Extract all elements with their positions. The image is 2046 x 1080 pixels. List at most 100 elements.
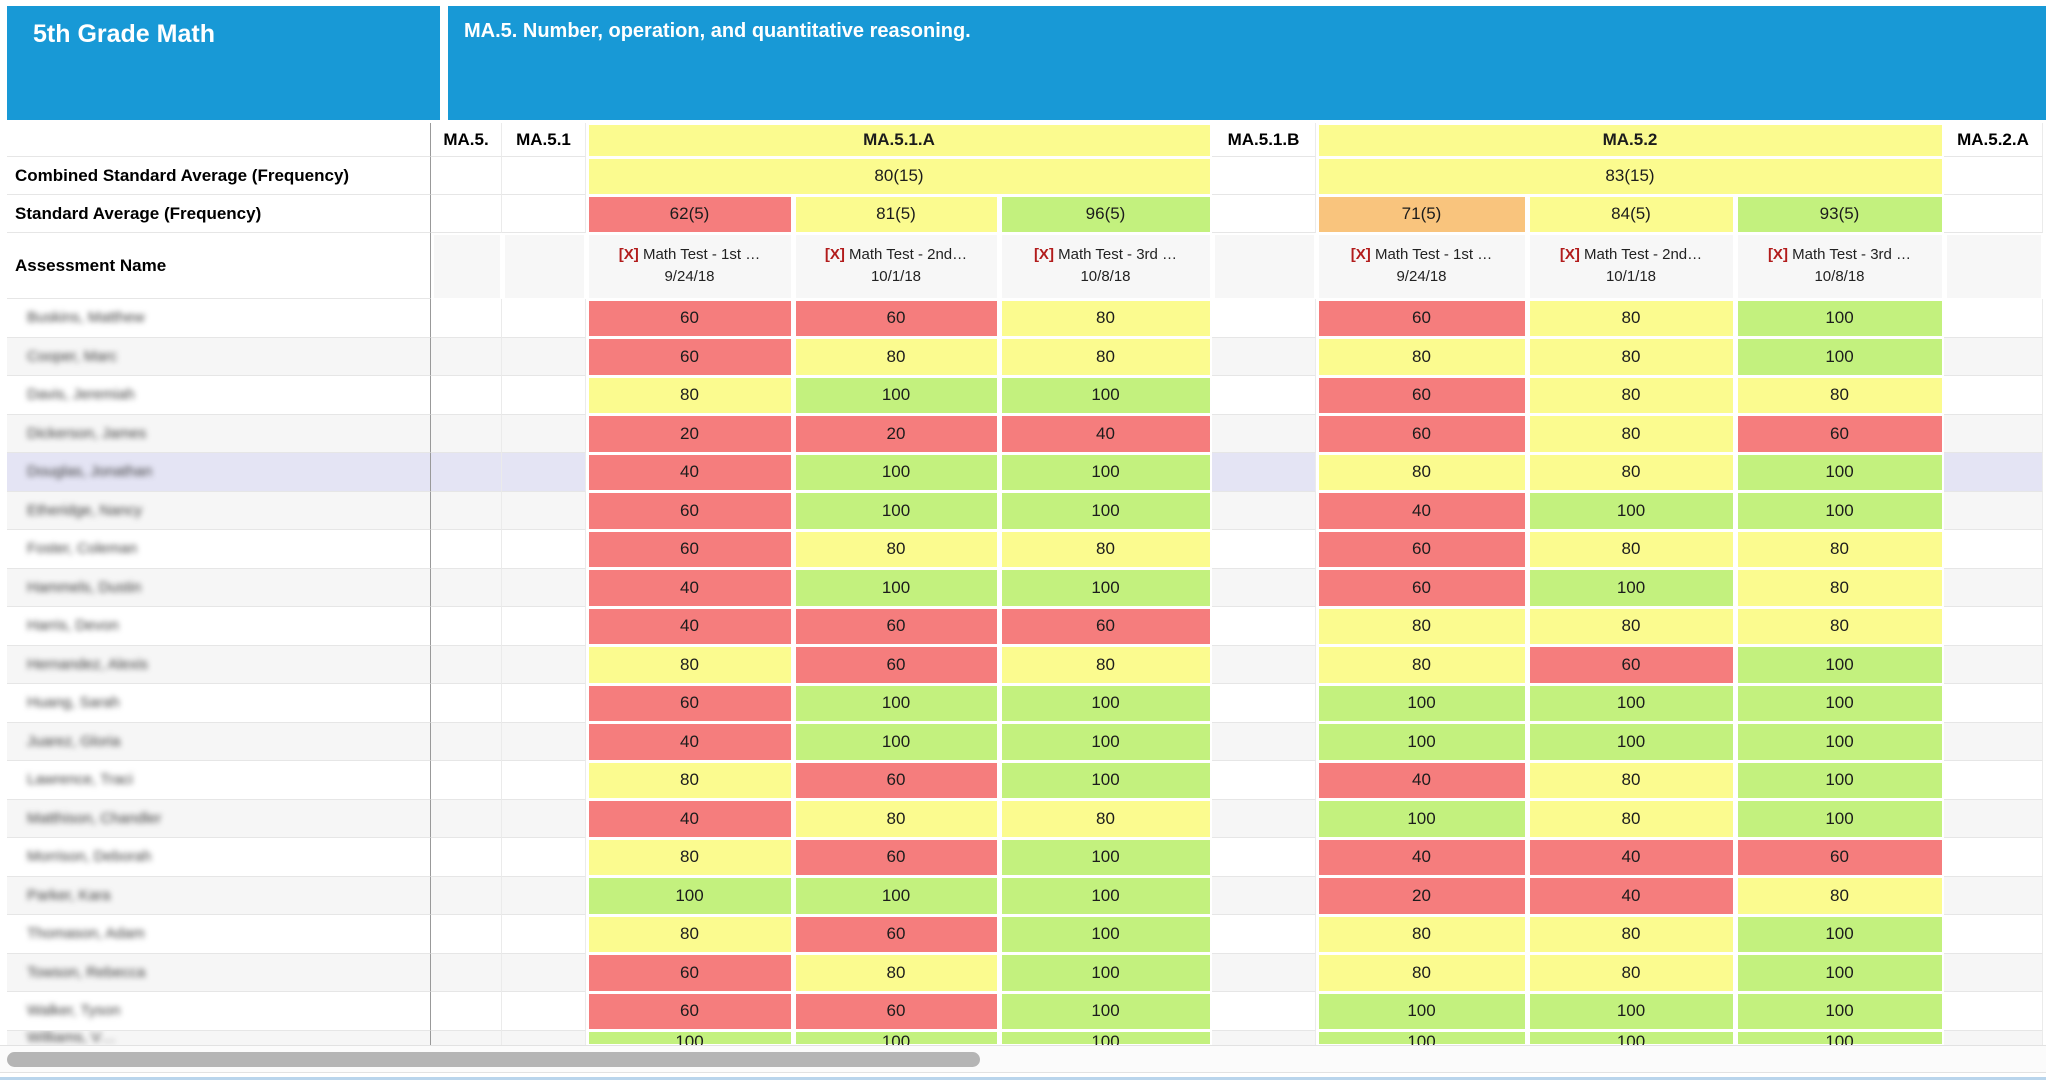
score-cell-MA.5.1.A-test2[interactable]: 100 (793, 568, 999, 607)
score-cell-MA.5.2-test2-value[interactable]: 100 (1529, 724, 1733, 760)
score-cell-MA.5.2-test1[interactable]: 60 (1316, 414, 1527, 453)
score-cell-MA.5.2-test3[interactable]: 100 (1735, 992, 1944, 1031)
score-cell-MA.5.1.A-test1[interactable]: 100 (586, 1030, 793, 1046)
score-cell-MA.5.1.A-test3-value[interactable]: 100 (1001, 724, 1210, 760)
score-cell-MA.5.2-test1-value[interactable]: 40 (1318, 493, 1525, 529)
score-cell-MA.5.1.A-test1-value[interactable]: 60 (588, 339, 791, 375)
student-name-cell[interactable]: Towson, Rebecca (7, 953, 431, 992)
score-cell-MA.5.2-test1-value[interactable]: 60 (1318, 300, 1525, 336)
score-cell-MA.5.2-test3[interactable]: 100 (1735, 953, 1944, 992)
score-cell-MA.5.1.A-test1[interactable]: 80 (586, 376, 793, 415)
score-cell-MA.5.2-test1-value[interactable]: 40 (1318, 839, 1525, 875)
score-cell-MA.5.1.A-test3[interactable]: 100 (999, 876, 1212, 915)
score-cell-MA.5.2-test1-value[interactable]: 80 (1318, 916, 1525, 952)
score-cell-MA.5.1.A-test2[interactable]: 100 (793, 684, 999, 723)
score-cell-MA.5.2-test1[interactable]: 40 (1316, 491, 1527, 530)
score-cell-MA.5.2-test3-value[interactable]: 60 (1737, 839, 1942, 875)
score-cell-MA.5.1.A-test3-value[interactable]: 100 (1001, 839, 1210, 875)
score-cell-MA.5.1.A-test3[interactable]: 100 (999, 376, 1212, 415)
score-cell-MA.5.1.A-test2-value[interactable]: 60 (795, 608, 997, 644)
student-name-cell[interactable]: Harris, Devon (7, 607, 431, 646)
score-cell-MA.5.1.A-test3-value[interactable]: 100 (1001, 377, 1210, 413)
score-cell-MA.5.1.A-test3-value[interactable]: 100 (1001, 570, 1210, 606)
score-cell-MA.5.1.A-test1-value[interactable]: 100 (588, 878, 791, 914)
score-cell-MA.5.2-test1[interactable]: 60 (1316, 568, 1527, 607)
score-cell-MA.5.2-test3[interactable]: 100 (1735, 337, 1944, 376)
score-cell-MA.5.1.A-test3[interactable]: 100 (999, 953, 1212, 992)
score-cell-MA.5.2-test3[interactable]: 100 (1735, 645, 1944, 684)
score-cell-MA.5.2-test3-value[interactable]: 100 (1737, 993, 1942, 1029)
score-cell-MA.5.2-test1[interactable]: 80 (1316, 453, 1527, 492)
score-cell-MA.5.1.A-test3[interactable]: 100 (999, 722, 1212, 761)
score-cell-MA.5.2-test1[interactable]: 40 (1316, 838, 1527, 877)
score-cell-MA.5.1.A-test3-value[interactable]: 40 (1001, 416, 1210, 452)
score-cell-MA.5.2-test3-value[interactable]: 100 (1737, 916, 1942, 952)
score-cell-MA.5.2-test2[interactable]: 80 (1527, 761, 1735, 800)
score-cell-MA.5.1.A-test3[interactable]: 80 (999, 799, 1212, 838)
score-cell-MA.5.2-test2-value[interactable]: 100 (1529, 993, 1733, 1029)
score-cell-MA.5.1.A-test3-value[interactable]: 80 (1001, 801, 1210, 837)
score-cell-MA.5.1.A-test3[interactable]: 100 (999, 838, 1212, 877)
student-name-cell[interactable]: Hernandez, Alexis (7, 645, 431, 684)
score-cell-MA.5.2-test1[interactable]: 80 (1316, 607, 1527, 646)
score-cell-MA.5.2-test2[interactable]: 100 (1527, 684, 1735, 723)
score-cell-MA.5.2-test1[interactable]: 100 (1316, 992, 1527, 1031)
score-cell-MA.5.1.A-test1-value[interactable]: 40 (588, 570, 791, 606)
score-cell-MA.5.2-test2[interactable]: 40 (1527, 838, 1735, 877)
score-cell-MA.5.1.A-test1-value[interactable]: 40 (588, 608, 791, 644)
score-cell-MA.5.1.A-test1-value[interactable]: 40 (588, 724, 791, 760)
score-cell-MA.5.1.A-test3-value[interactable]: 80 (1001, 647, 1210, 683)
score-cell-MA.5.1.A-test2[interactable]: 100 (793, 722, 999, 761)
score-cell-MA.5.1.A-test1[interactable]: 60 (586, 337, 793, 376)
score-cell-MA.5.2-test3[interactable]: 100 (1735, 299, 1944, 338)
score-cell-MA.5.2-test2-value[interactable]: 80 (1529, 801, 1733, 837)
score-cell-MA.5.2-test1-value[interactable]: 60 (1318, 531, 1525, 567)
score-cell-MA.5.2-test2[interactable]: 80 (1527, 376, 1735, 415)
score-cell-MA.5.1.A-test3-value[interactable]: 60 (1001, 608, 1210, 644)
score-cell-MA.5.2-test2-value[interactable]: 80 (1529, 339, 1733, 375)
score-cell-MA.5.2-test2[interactable]: 80 (1527, 337, 1735, 376)
score-cell-MA.5.1.A-test1-value[interactable]: 60 (588, 493, 791, 529)
score-cell-MA.5.1.A-test1-value[interactable]: 80 (588, 647, 791, 683)
score-cell-MA.5.2-test2[interactable]: 80 (1527, 953, 1735, 992)
delete-assessment-link[interactable]: [X] (1559, 246, 1580, 264)
score-cell-MA.5.2-test2-value[interactable]: 100 (1529, 570, 1733, 606)
score-cell-MA.5.1.A-test2[interactable]: 60 (793, 299, 999, 338)
score-cell-MA.5.1.A-test3[interactable]: 80 (999, 337, 1212, 376)
score-cell-MA.5.1.A-test2-value[interactable]: 60 (795, 647, 997, 683)
score-cell-MA.5.1.A-test3[interactable]: 100 (999, 491, 1212, 530)
score-cell-MA.5.1.A-test1-value[interactable]: 80 (588, 762, 791, 798)
student-name-cell[interactable]: Juarez, Gloria (7, 722, 431, 761)
score-cell-MA.5.1.A-test2-value[interactable]: 100 (795, 685, 997, 721)
score-cell-MA.5.1.A-test1-value[interactable]: 20 (588, 416, 791, 452)
score-cell-MA.5.2-test1-value[interactable]: 100 (1318, 993, 1525, 1029)
score-cell-MA.5.1.A-test3[interactable]: 100 (999, 761, 1212, 800)
score-cell-MA.5.2-test3[interactable]: 80 (1735, 568, 1944, 607)
score-cell-MA.5.2-test2[interactable]: 80 (1527, 414, 1735, 453)
score-cell-MA.5.1.A-test1[interactable]: 40 (586, 607, 793, 646)
score-cell-MA.5.1.A-test1-value[interactable]: 80 (588, 377, 791, 413)
student-name-cell[interactable]: Parker, Kara (7, 876, 431, 915)
score-cell-MA.5.1.A-test2-value[interactable]: 80 (795, 339, 997, 375)
score-cell-MA.5.1.A-test1[interactable]: 80 (586, 915, 793, 954)
score-cell-MA.5.1.A-test2[interactable]: 100 (793, 1030, 999, 1046)
score-cell-MA.5.2-test2[interactable]: 80 (1527, 530, 1735, 569)
score-cell-MA.5.2-test3[interactable]: 60 (1735, 414, 1944, 453)
score-cell-MA.5.1.A-test3-value[interactable]: 100 (1001, 916, 1210, 952)
score-cell-MA.5.1.A-test1[interactable]: 80 (586, 645, 793, 684)
student-name-cell[interactable]: Foster, Coleman (7, 530, 431, 569)
score-cell-MA.5.2-test2[interactable]: 80 (1527, 299, 1735, 338)
score-cell-MA.5.2-test1[interactable]: 100 (1316, 684, 1527, 723)
score-cell-MA.5.2-test1[interactable]: 80 (1316, 915, 1527, 954)
score-cell-MA.5.1.A-test1-value[interactable]: 60 (588, 531, 791, 567)
student-name-cell[interactable]: Lawrence, Traci (7, 761, 431, 800)
score-cell-MA.5.2-test1-value[interactable]: 80 (1318, 647, 1525, 683)
score-cell-MA.5.2-test3-value[interactable]: 100 (1737, 300, 1942, 336)
score-cell-MA.5.2-test3[interactable]: 100 (1735, 915, 1944, 954)
score-cell-MA.5.1.A-test1[interactable]: 40 (586, 453, 793, 492)
score-cell-MA.5.1.A-test1[interactable]: 60 (586, 953, 793, 992)
student-name-cell[interactable]: Huang, Sarah (7, 684, 431, 723)
score-cell-MA.5.1.A-test1-value[interactable]: 40 (588, 454, 791, 490)
score-cell-MA.5.1.A-test1-value[interactable]: 80 (588, 916, 791, 952)
score-cell-MA.5.1.A-test2-value[interactable]: 20 (795, 416, 997, 452)
